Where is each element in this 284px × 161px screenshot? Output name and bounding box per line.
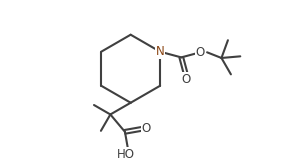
Text: N: N <box>156 45 164 58</box>
Text: O: O <box>142 122 151 135</box>
Text: O: O <box>182 73 191 86</box>
Text: O: O <box>196 46 205 59</box>
Text: HO: HO <box>117 148 135 161</box>
